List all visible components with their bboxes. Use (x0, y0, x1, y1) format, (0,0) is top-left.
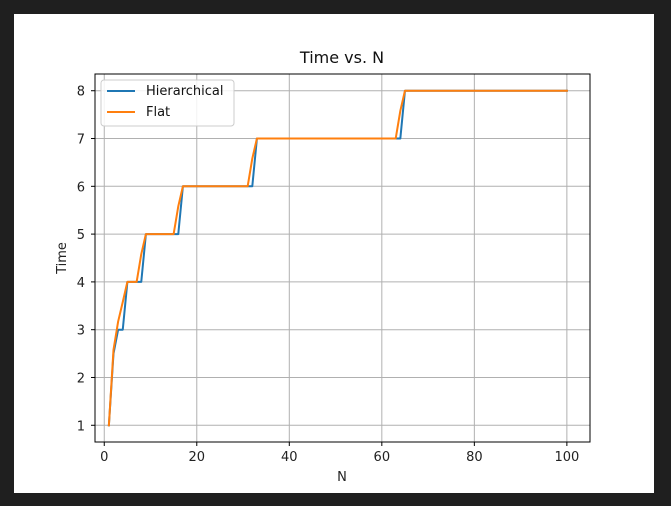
plot-area-frame (94, 73, 591, 443)
x-axis-label: N (337, 470, 347, 485)
x-tick-label: 80 (466, 450, 483, 465)
y-tick-label: 8 (77, 85, 85, 100)
y-tick-label: 2 (77, 371, 85, 386)
x-tick-label: 20 (189, 450, 206, 465)
x-tick-label: 100 (554, 450, 579, 465)
y-tick-label: 6 (77, 180, 85, 195)
y-axis-label: Time (55, 242, 70, 275)
series-line-flat (107, 89, 568, 427)
y-tick-label: 4 (77, 276, 85, 291)
series-layer (107, 89, 568, 427)
figure: Time vs. N 0 20 40 60 80 100 1 2 3 4 5 6 7 8 N Time H… (14, 14, 654, 493)
ticks: 0 20 40 60 80 100 1 2 3 4 5 6 7 8 (77, 85, 580, 465)
y-tick-label: 7 (77, 133, 85, 148)
legend-label-hierarchical: Hierarchical (146, 84, 223, 99)
x-tick-label: 40 (281, 450, 298, 465)
x-tick-label: 0 (100, 450, 108, 465)
chart-title: Time vs. N (299, 48, 384, 67)
y-tick-label: 5 (77, 228, 85, 243)
y-tick-label: 1 (77, 419, 85, 434)
y-tick-label: 3 (77, 324, 85, 339)
line-chart: Time vs. N 0 20 40 60 80 100 1 2 3 4 5 6 7 8 N Time H… (14, 14, 654, 493)
legend-label-flat: Flat (146, 105, 170, 120)
legend: Hierarchical Flat (100, 79, 235, 127)
grid (95, 74, 590, 442)
x-tick-label: 60 (374, 450, 391, 465)
